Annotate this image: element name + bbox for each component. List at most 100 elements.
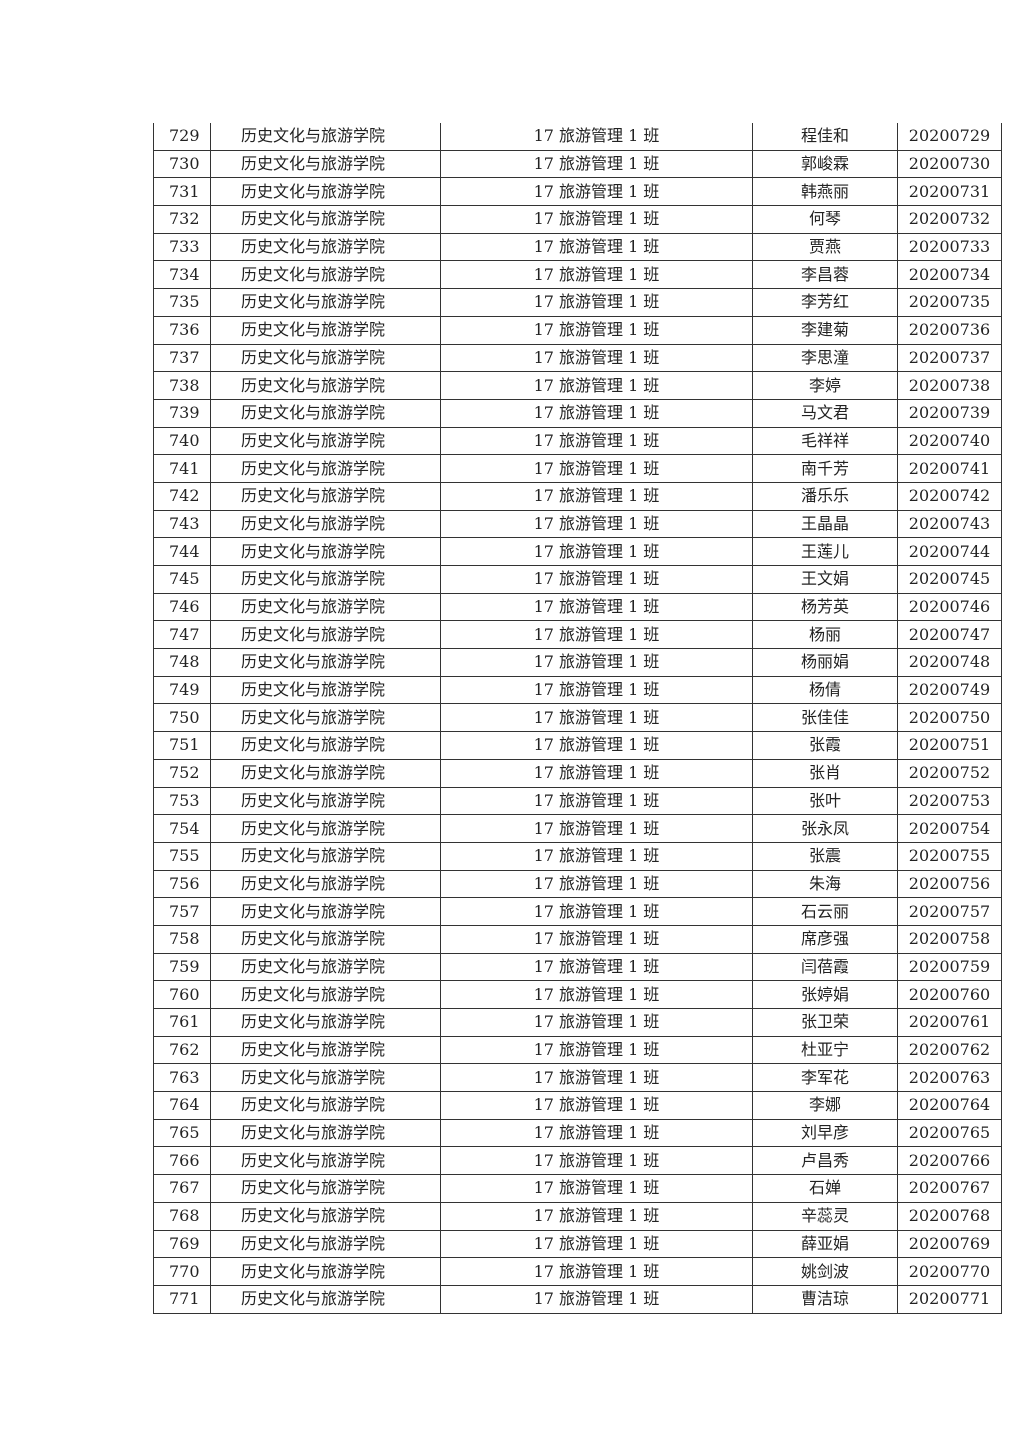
class-cell: 17 旅游管理 1 班 (440, 1285, 753, 1314)
college-cell: 历史文化与旅游学院 (210, 177, 441, 207)
row-number: 760 (153, 980, 211, 1009)
student-name: 王莲儿 (752, 537, 898, 566)
student-name: 张永凤 (752, 814, 898, 843)
student-id: 20200762 (897, 1036, 1002, 1065)
student-name: 杨倩 (752, 676, 898, 705)
row-number: 746 (153, 593, 211, 622)
student-id: 20200769 (897, 1230, 1002, 1259)
table-row: 734 历史文化与旅游学院 17 旅游管理 1 班李昌蓉 20200734 (153, 260, 1002, 290)
student-name: 贾燕 (752, 233, 898, 262)
college-cell: 历史文化与旅游学院 (210, 703, 441, 733)
row-number: 771 (153, 1285, 211, 1314)
student-name: 程佳和 (752, 123, 898, 151)
class-cell: 17 旅游管理 1 班 (440, 925, 753, 954)
table-row: 745 历史文化与旅游学院 17 旅游管理 1 班王文娟 20200745 (153, 565, 1002, 594)
table-row: 769 历史文化与旅游学院 17 旅游管理 1 班薛亚娟 20200769 (153, 1230, 1002, 1259)
table-row: 764 历史文化与旅游学院 17 旅游管理 1 班李娜 20200764 (153, 1091, 1002, 1120)
table-row: 768 历史文化与旅游学院 17 旅游管理 1 班辛蕊灵 20200768 (153, 1202, 1002, 1231)
student-id: 20200748 (897, 648, 1002, 677)
student-id: 20200746 (897, 593, 1002, 622)
student-id: 20200739 (897, 399, 1002, 428)
student-name: 李军花 (752, 1063, 898, 1093)
college-cell: 历史文化与旅游学院 (210, 814, 441, 843)
row-number: 734 (153, 260, 211, 290)
table-row: 748 历史文化与旅游学院 17 旅游管理 1 班杨丽娟 20200748 (153, 648, 1002, 677)
class-cell: 17 旅游管理 1 班 (440, 1174, 753, 1203)
row-number: 735 (153, 288, 211, 317)
college-cell: 历史文化与旅游学院 (210, 842, 441, 871)
student-id: 20200766 (897, 1146, 1002, 1176)
student-name: 何琴 (752, 205, 898, 234)
student-id: 20200755 (897, 842, 1002, 871)
row-number: 764 (153, 1091, 211, 1120)
college-cell: 历史文化与旅游学院 (210, 427, 441, 456)
table-row: 757 历史文化与旅游学院 17 旅游管理 1 班石云丽 20200757 (153, 897, 1002, 926)
college-cell: 历史文化与旅游学院 (210, 1202, 441, 1231)
class-cell: 17 旅游管理 1 班 (440, 344, 753, 373)
row-number: 738 (153, 371, 211, 400)
student-id: 20200752 (897, 759, 1002, 788)
class-cell: 17 旅游管理 1 班 (440, 233, 753, 262)
row-number: 741 (153, 454, 211, 483)
class-cell: 17 旅游管理 1 班 (440, 759, 753, 788)
student-name: 杜亚宁 (752, 1036, 898, 1065)
table-row: 752 历史文化与旅游学院 17 旅游管理 1 班张肖 20200752 (153, 759, 1002, 788)
student-name: 毛祥祥 (752, 427, 898, 456)
table-row: 738 历史文化与旅游学院 17 旅游管理 1 班李婷 20200738 (153, 371, 1002, 400)
row-number: 769 (153, 1230, 211, 1259)
student-name: 薛亚娟 (752, 1230, 898, 1259)
row-number: 755 (153, 842, 211, 871)
class-cell: 17 旅游管理 1 班 (440, 150, 753, 179)
college-cell: 历史文化与旅游学院 (210, 1091, 441, 1120)
row-number: 729 (153, 123, 211, 151)
college-cell: 历史文化与旅游学院 (210, 787, 441, 816)
student-name: 张肖 (752, 759, 898, 788)
class-cell: 17 旅游管理 1 班 (440, 1202, 753, 1231)
college-cell: 历史文化与旅游学院 (210, 482, 441, 511)
table-row: 735 历史文化与旅游学院 17 旅游管理 1 班李芳红 20200735 (153, 288, 1002, 317)
student-name: 王晶晶 (752, 510, 898, 539)
college-cell: 历史文化与旅游学院 (210, 205, 441, 234)
student-id: 20200751 (897, 731, 1002, 760)
student-name: 潘乐乐 (752, 482, 898, 511)
row-number: 766 (153, 1146, 211, 1176)
table-row: 763 历史文化与旅游学院 17 旅游管理 1 班李军花 20200763 (153, 1063, 1002, 1093)
student-id: 20200754 (897, 814, 1002, 843)
row-number: 740 (153, 427, 211, 456)
row-number: 770 (153, 1257, 211, 1286)
student-id: 20200742 (897, 482, 1002, 511)
row-number: 751 (153, 731, 211, 760)
class-cell: 17 旅游管理 1 班 (440, 870, 753, 899)
college-cell: 历史文化与旅游学院 (210, 1146, 441, 1176)
student-id: 20200744 (897, 537, 1002, 566)
class-cell: 17 旅游管理 1 班 (440, 260, 753, 290)
class-cell: 17 旅游管理 1 班 (440, 648, 753, 677)
student-name: 席彦强 (752, 925, 898, 954)
table-row: 754 历史文化与旅游学院 17 旅游管理 1 班张永凤 20200754 (153, 814, 1002, 843)
student-id: 20200764 (897, 1091, 1002, 1120)
college-cell: 历史文化与旅游学院 (210, 1119, 441, 1148)
class-cell: 17 旅游管理 1 班 (440, 1146, 753, 1176)
student-name: 闫蓓霞 (752, 953, 898, 982)
student-name: 刘早彦 (752, 1119, 898, 1148)
student-id: 20200761 (897, 1008, 1002, 1037)
student-id: 20200745 (897, 565, 1002, 594)
student-id: 20200735 (897, 288, 1002, 317)
row-number: 762 (153, 1036, 211, 1065)
row-number: 750 (153, 703, 211, 733)
college-cell: 历史文化与旅游学院 (210, 1257, 441, 1286)
row-number: 742 (153, 482, 211, 511)
table-row: 753 历史文化与旅游学院 17 旅游管理 1 班张叶 20200753 (153, 787, 1002, 816)
table-row: 749 历史文化与旅游学院 17 旅游管理 1 班杨倩 20200749 (153, 676, 1002, 705)
student-name: 王文娟 (752, 565, 898, 594)
class-cell: 17 旅游管理 1 班 (440, 371, 753, 400)
class-cell: 17 旅游管理 1 班 (440, 399, 753, 428)
student-table-body: 729 历史文化与旅游学院 17 旅游管理 1 班程佳和 20200729 730 历史文… (153, 123, 1002, 1314)
class-cell: 17 旅游管理 1 班 (440, 177, 753, 207)
table-row: 760 历史文化与旅游学院 17 旅游管理 1 班张婷娟 20200760 (153, 980, 1002, 1009)
table-row: 756 历史文化与旅游学院 17 旅游管理 1 班朱海 20200756 (153, 870, 1002, 899)
student-id: 20200765 (897, 1119, 1002, 1148)
college-cell: 历史文化与旅游学院 (210, 233, 441, 262)
row-number: 730 (153, 150, 211, 179)
row-number: 745 (153, 565, 211, 594)
